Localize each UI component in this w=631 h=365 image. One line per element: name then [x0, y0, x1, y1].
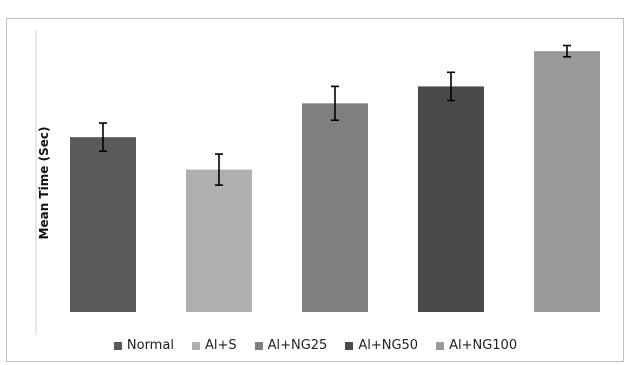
legend-swatch	[345, 341, 354, 350]
error-bar-al-ng25	[331, 85, 339, 122]
bar-al-ng50	[418, 86, 484, 313]
legend-label: Al+NG50	[358, 338, 419, 353]
legend-item-normal: Normal	[113, 338, 174, 353]
error-bar-al-s	[215, 153, 223, 186]
y-axis-label: Mean Time (Sec)	[37, 127, 51, 240]
bar-al-ng25	[302, 103, 368, 312]
bar-normal	[70, 137, 136, 312]
legend-item-al-s: Al+S	[191, 338, 237, 353]
legend-item-al-ng25: Al+NG25	[254, 338, 328, 353]
bar-al-s	[186, 169, 252, 312]
legend-item-al-ng100: Al+NG100	[436, 338, 517, 353]
legend-swatch	[436, 341, 445, 350]
legend-item-al-ng50: Al+NG50	[345, 338, 418, 353]
bar-al-ng100	[534, 51, 600, 313]
legend-swatch	[113, 341, 122, 350]
error-bar-al-ng50	[447, 71, 455, 102]
legend-label: Al+NG100	[449, 338, 518, 353]
bars-group	[70, 44, 600, 313]
error-bar-al-ng100	[563, 44, 571, 58]
legend: Normal Al+S Al+NG25 Al+NG50 Al+NG100	[0, 338, 631, 353]
error-bar-normal	[99, 122, 107, 153]
legend-label: Normal	[126, 338, 174, 353]
legend-swatch	[254, 341, 263, 350]
legend-swatch	[191, 341, 200, 350]
legend-label: Al+NG25	[267, 338, 328, 353]
legend-label: Al+S	[204, 338, 237, 353]
